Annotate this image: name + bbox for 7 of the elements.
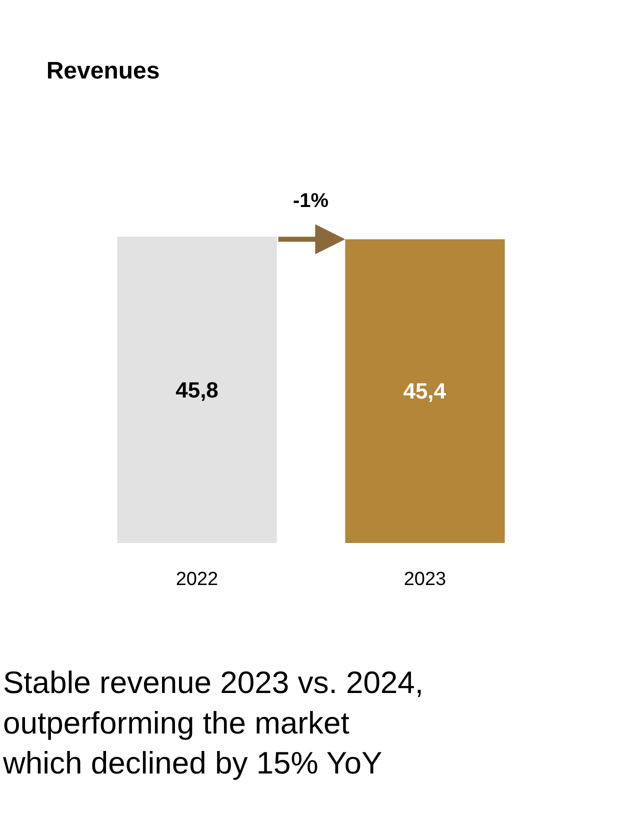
x-tick-label: 2023 <box>404 569 446 590</box>
chart-title: Revenues <box>46 57 160 84</box>
data-label: 45,8 <box>176 377 218 402</box>
text: -1% <box>293 190 329 212</box>
text: Stable revenue 2023 vs. 2024, outperforming the market which declined by 15% YoY <box>2 665 424 781</box>
x-tick-label: 2022 <box>176 569 218 590</box>
data-label: 45,4 <box>403 378 447 404</box>
